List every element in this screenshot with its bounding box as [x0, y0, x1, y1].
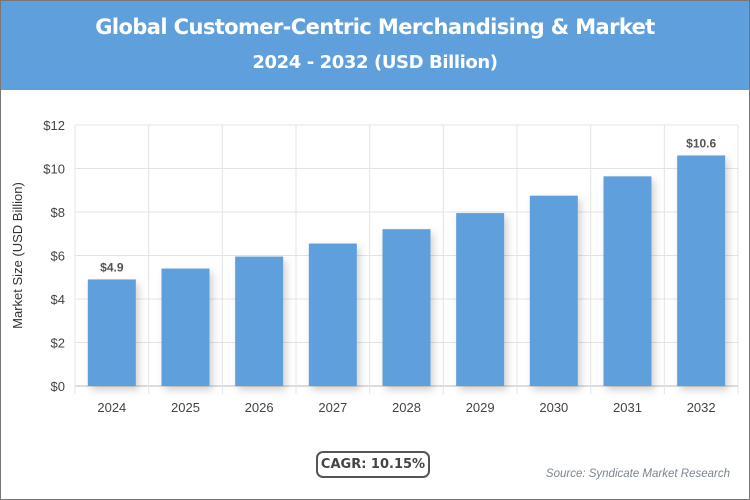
y-tick-label: $12: [43, 118, 65, 133]
bar-2029: [456, 213, 505, 386]
bar-2032: [677, 155, 726, 386]
y-axis-label: Market Size (USD Billion): [10, 182, 25, 329]
x-tick-label: 2031: [613, 400, 642, 415]
x-tick-label: 2026: [245, 400, 274, 415]
chart-header: Global Customer-Centric Merchandising & …: [1, 1, 749, 90]
y-tick-label: $2: [51, 336, 65, 351]
source-note: Source: Syndicate Market Research: [545, 468, 730, 480]
x-tick-label: 2028: [392, 400, 421, 415]
bar-2031: [603, 176, 652, 386]
data-label: $4.9: [100, 260, 124, 274]
y-tick-label: $8: [51, 205, 65, 220]
bar-2026: [235, 256, 284, 386]
bar-2030: [529, 195, 578, 386]
chart-subtitle: 2024 - 2032 (USD Billion): [252, 52, 498, 73]
bar-2024: [87, 279, 136, 386]
y-tick-label: $10: [43, 162, 65, 177]
x-tick-label: 2025: [171, 400, 200, 415]
x-tick-label: 2024: [97, 400, 126, 415]
bar-2027: [308, 243, 357, 386]
chart-title: Global Customer-Centric Merchandising & …: [95, 15, 655, 39]
bar-2028: [382, 229, 431, 386]
x-tick-label: 2029: [466, 400, 495, 415]
x-tick-label: 2030: [539, 400, 568, 415]
x-tick-label: 2032: [687, 400, 716, 415]
y-tick-label: $6: [51, 249, 65, 264]
cagr-badge: CAGR: 10.15%: [316, 451, 430, 478]
y-tick-label: $4: [51, 292, 65, 307]
data-label: $10.6: [686, 136, 716, 150]
x-tick-label: 2027: [318, 400, 347, 415]
y-tick-label: $0: [51, 379, 65, 394]
bar-2025: [161, 268, 210, 386]
